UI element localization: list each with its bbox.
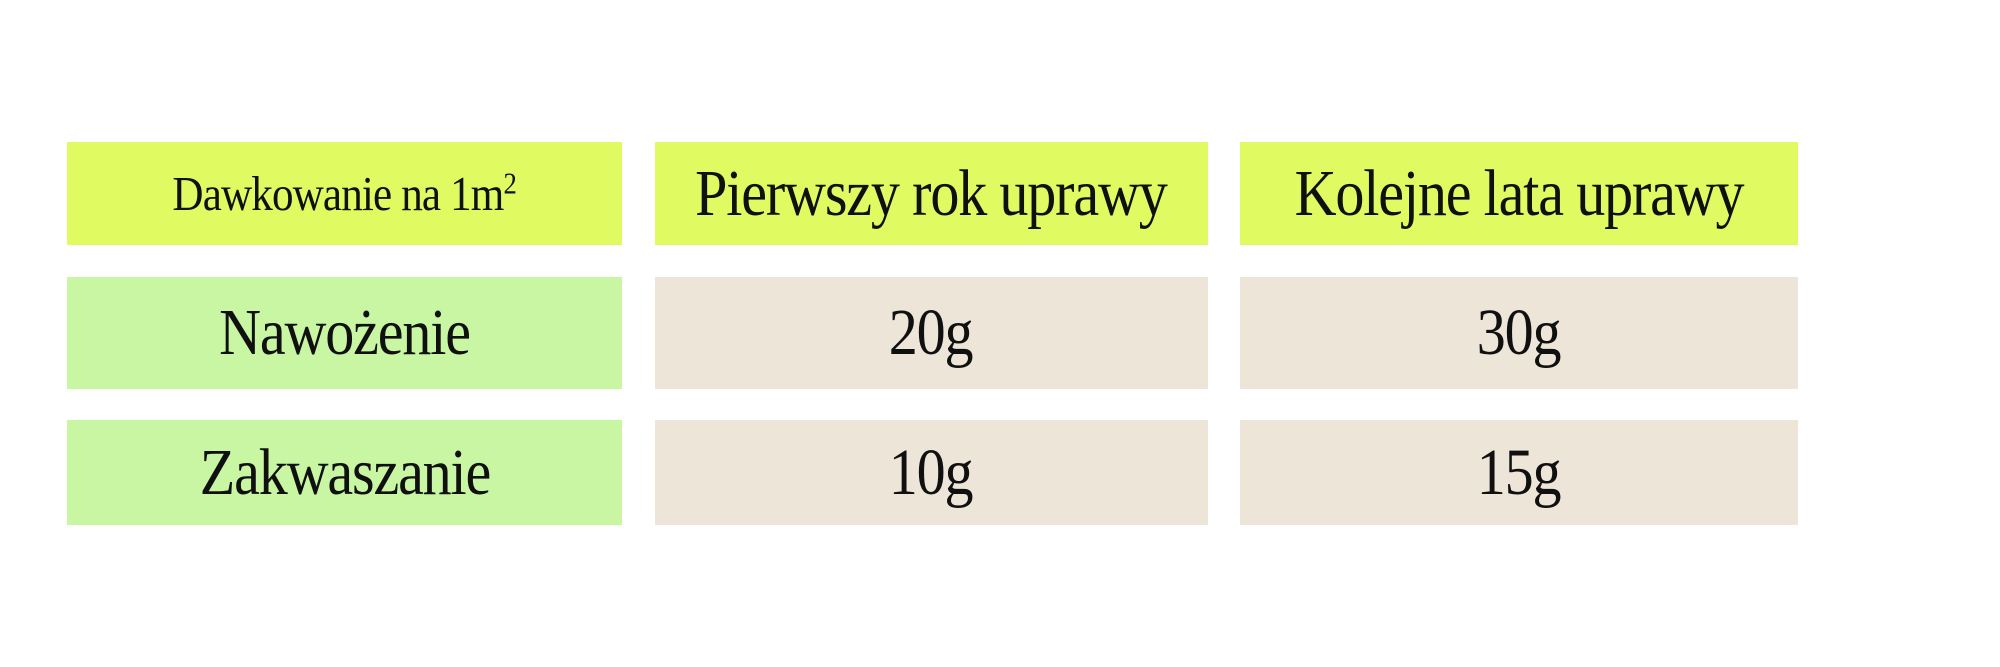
value-fertilization-first-year: 20g: [654, 276, 1208, 389]
value-fertilization-first-year-text: 20g: [889, 295, 974, 369]
header-dosage-label: Dawkowanie na 1m: [172, 166, 505, 221]
header-dosage-superscript: 2: [503, 166, 517, 201]
value-acidification-first-year-text: 10g: [889, 435, 974, 509]
row-label-fertilization: Nawożenie: [67, 276, 622, 389]
header-cell-first-year: Pierwszy rok uprawy: [654, 142, 1208, 245]
value-fertilization-following-years-text: 30g: [1477, 295, 1562, 369]
row-label-acidification: Zakwaszanie: [67, 420, 622, 525]
dosage-table: Dawkowanie na 1m2 Pierwszy rok uprawy Ko…: [67, 142, 1798, 525]
value-fertilization-following-years: 30g: [1240, 276, 1798, 389]
value-acidification-following-years-text: 15g: [1477, 435, 1562, 509]
row-label-acidification-text: Zakwaszanie: [199, 435, 491, 509]
value-acidification-following-years: 15g: [1240, 420, 1798, 525]
header-first-year-label: Pierwszy rok uprawy: [695, 156, 1168, 230]
header-cell-dosage: Dawkowanie na 1m2: [67, 142, 622, 245]
value-acidification-first-year: 10g: [654, 420, 1208, 525]
header-dosage-text: Dawkowanie na 1m2: [172, 166, 517, 221]
header-cell-following-years: Kolejne lata uprawy: [1240, 142, 1798, 245]
row-label-fertilization-text: Nawożenie: [219, 295, 471, 369]
header-following-years-label: Kolejne lata uprawy: [1294, 156, 1745, 230]
